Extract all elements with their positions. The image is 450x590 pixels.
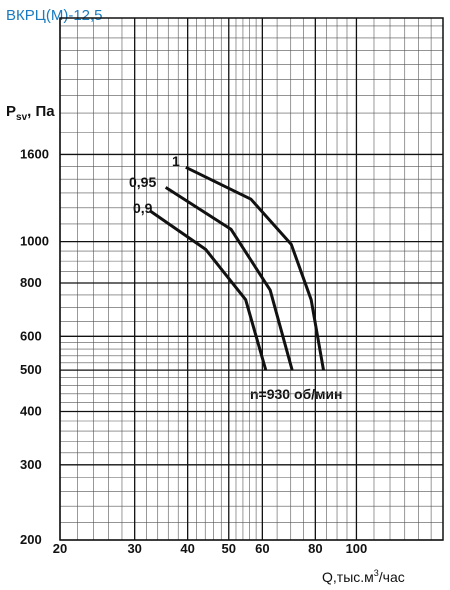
x-label-rest: /час <box>379 569 405 585</box>
y-tick-label: 1000 <box>20 234 49 249</box>
chart-title: ВКРЦ(М)-12,5 <box>6 7 103 24</box>
x-tick-label: 20 <box>53 541 67 556</box>
series-label: 1 <box>172 153 180 169</box>
y-tick-label: 300 <box>20 457 42 472</box>
plot-frame <box>59 17 444 541</box>
series-label: 0,9 <box>133 200 153 216</box>
x-tick-label: 30 <box>127 541 141 556</box>
y-axis-label: Psv, Па <box>6 103 55 123</box>
y-label-main: P <box>6 103 16 120</box>
x-label-sup: 3 <box>374 568 379 578</box>
y-tick-label: 400 <box>20 403 42 418</box>
x-label-main: Q,тыс.м <box>322 569 374 585</box>
x-tick-label: 50 <box>222 541 236 556</box>
x-tick-label: 80 <box>308 541 322 556</box>
x-axis-label: Q,тыс.м3/час <box>322 568 405 585</box>
curve <box>164 186 294 371</box>
y-label-sub: sv <box>16 112 28 123</box>
y-tick-label: 800 <box>20 275 42 290</box>
y-tick-label: 200 <box>20 532 42 547</box>
series-label: 0,95 <box>129 174 156 190</box>
x-tick-label: 100 <box>346 541 368 556</box>
curve <box>185 165 325 371</box>
y-tick-label: 600 <box>20 328 42 343</box>
x-tick-label: 60 <box>255 541 269 556</box>
y-tick-label: 1600 <box>20 146 49 161</box>
y-tick-label: 500 <box>20 362 42 377</box>
x-tick-label: 40 <box>180 541 194 556</box>
y-label-rest: , Па <box>27 103 55 120</box>
curve <box>149 209 268 371</box>
